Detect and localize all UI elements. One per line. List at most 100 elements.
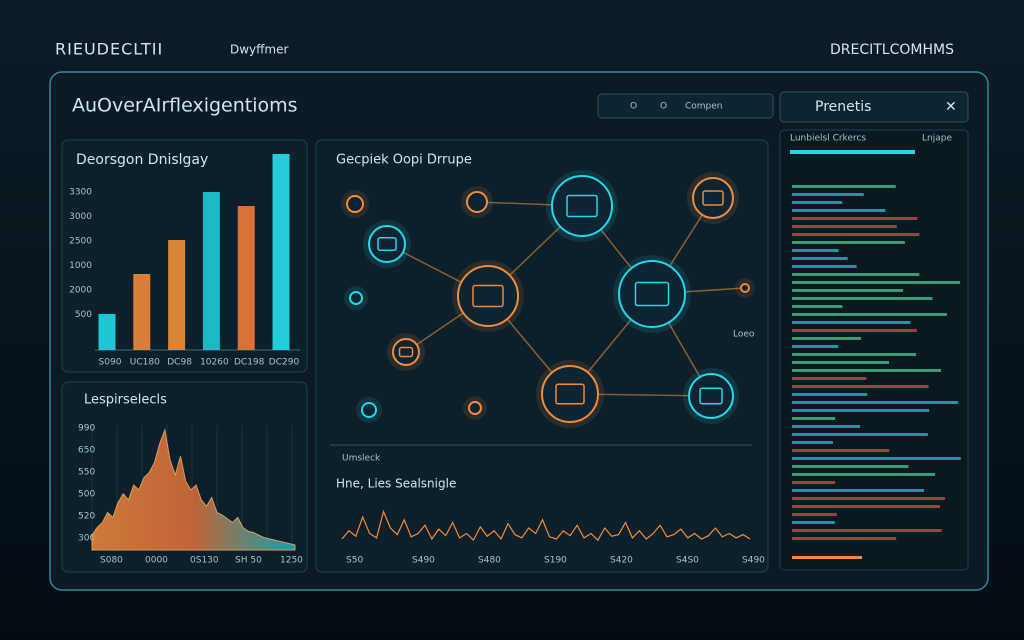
x-tick-label: S490 <box>742 556 765 566</box>
node-icon <box>472 284 504 308</box>
bar-title: Deorsgon Dnislgay <box>76 152 208 168</box>
node <box>466 191 488 213</box>
node <box>346 195 364 213</box>
x-tick-label: S080 <box>100 556 123 566</box>
log-line <box>792 449 890 452</box>
tab-label[interactable]: Prenetis <box>815 99 871 115</box>
log-line <box>792 401 958 404</box>
bar <box>202 192 220 350</box>
header-title: RIEUDECLTII <box>55 40 163 59</box>
close-button[interactable]: ✕ <box>945 99 957 115</box>
log-line <box>792 457 961 460</box>
x-tick-label: S420 <box>610 556 633 566</box>
x-tick-label: S490 <box>412 556 435 566</box>
node-icon <box>398 346 414 358</box>
x-tick-label: 10260 <box>200 358 229 368</box>
log-line <box>792 497 946 500</box>
bar <box>98 314 116 350</box>
x-tick-label: S480 <box>478 556 501 566</box>
y-tick-label: 520 <box>78 512 95 522</box>
x-tick-label: DC290 <box>269 358 300 368</box>
node <box>368 225 406 263</box>
network-panel <box>315 139 769 573</box>
node <box>468 401 482 415</box>
node-icon <box>702 190 724 206</box>
log-line <box>792 377 867 380</box>
log-line <box>792 433 928 436</box>
log-line <box>792 521 835 524</box>
log-line <box>792 185 896 188</box>
log-progress <box>792 556 862 559</box>
x-tick-label: DC198 <box>234 358 265 368</box>
log-title: Lunbielsl Crkercs <box>790 134 866 144</box>
signal-line <box>341 509 751 542</box>
log-line <box>792 361 889 364</box>
log-line <box>792 241 905 244</box>
log-progress <box>790 150 915 154</box>
node <box>457 265 519 327</box>
log-line <box>792 529 942 532</box>
log-side: Lnjape <box>922 134 952 144</box>
log-line <box>792 209 886 212</box>
spectrum-title: Lespirselecls <box>84 393 167 408</box>
toolbar-item[interactable]: Compen <box>685 102 723 112</box>
y-tick-label: 1000 <box>69 261 92 271</box>
tab[interactable] <box>779 91 969 123</box>
x-tick-label: UC180 <box>130 358 160 368</box>
log-line <box>792 369 941 372</box>
signal-label: Umsleck <box>342 454 381 464</box>
log-line <box>792 513 837 516</box>
spectrum-area <box>91 428 296 551</box>
log-line <box>792 249 839 252</box>
log-line <box>792 257 848 260</box>
node <box>349 291 363 305</box>
x-tick-label: 1250 <box>280 556 303 566</box>
node <box>541 365 599 423</box>
node-icon <box>555 383 585 405</box>
toolbar[interactable] <box>597 93 774 119</box>
log-line <box>792 281 961 284</box>
node-icon <box>566 194 598 218</box>
log-line <box>792 313 947 316</box>
x-tick-label: 0000 <box>145 556 168 566</box>
y-tick-label: 500 <box>78 490 95 500</box>
log-line <box>792 425 860 428</box>
bar <box>237 206 255 350</box>
log-line <box>792 489 924 492</box>
log-line <box>792 265 857 268</box>
node <box>551 175 613 237</box>
toolbar-item[interactable]: O <box>630 102 637 112</box>
x-tick-label: S50 <box>346 556 363 566</box>
log-line <box>792 465 909 468</box>
log-line <box>792 193 864 196</box>
node-icon <box>699 387 723 405</box>
log-line <box>792 321 911 324</box>
panel-title: AuOverAIrflexigentioms <box>72 95 298 117</box>
bar <box>272 154 290 350</box>
x-tick-label: S190 <box>544 556 567 566</box>
log-line <box>792 537 897 540</box>
log-line <box>792 289 904 292</box>
x-tick-label: S090 <box>99 358 122 368</box>
signal-title: Hne, Lies Sealsnigle <box>336 477 456 491</box>
log-line <box>792 329 917 332</box>
bar <box>168 240 186 350</box>
y-tick-label: 2500 <box>69 237 92 247</box>
y-tick-label: 3300 <box>69 188 92 198</box>
log-line <box>792 393 868 396</box>
node-icon <box>377 236 397 252</box>
header-right: DRECITLCOMHMS <box>830 42 954 58</box>
node <box>692 177 734 219</box>
node <box>740 283 750 293</box>
log-line <box>792 297 933 300</box>
bar <box>133 274 151 350</box>
node <box>361 402 377 418</box>
log-line <box>792 417 836 420</box>
y-tick-label: 650 <box>78 446 95 456</box>
toolbar-item[interactable]: O <box>660 102 667 112</box>
log-line <box>792 225 897 228</box>
y-tick-label: 990 <box>78 424 95 434</box>
node-icon <box>634 281 670 307</box>
network-side-label: Loeo <box>733 330 755 340</box>
